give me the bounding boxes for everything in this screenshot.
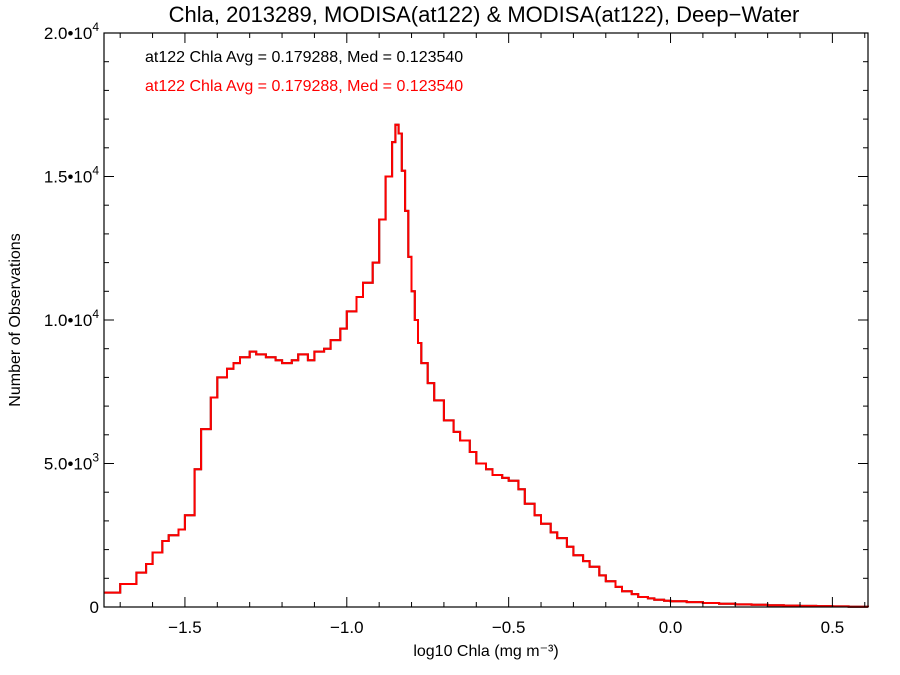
x-tick-label: −1.5	[168, 618, 202, 637]
x-ticks: −1.5 −1.0 −0.5 0.0 0.5	[119, 33, 866, 637]
series-line-0	[104, 123, 869, 608]
y-tick-label: 1.5•104	[44, 164, 100, 187]
plot-series	[104, 123, 869, 608]
y-ticks: 0 5.0•103 1.0•104 1.5•104 2.0•104	[44, 20, 868, 617]
annotation-red: at122 Chla Avg = 0.179288, Med = 0.12354…	[145, 78, 463, 95]
x-tick-label: 0.5	[821, 618, 845, 637]
chart-title: Chla, 2013289, MODISA(at122) & MODISA(at…	[169, 2, 800, 27]
x-tick-label: −1.0	[330, 618, 364, 637]
y-tick-label: 1.0•104	[44, 307, 100, 330]
plot-frame	[103, 32, 869, 608]
y-tick-label: 5.0•103	[44, 451, 100, 474]
y-axis-label: Number of Observations	[7, 233, 24, 406]
x-axis-label: log10 Chla (mg m⁻³)	[413, 643, 558, 660]
x-tick-label: 0.0	[659, 618, 683, 637]
y-tick-label: 2.0•104	[44, 20, 100, 43]
x-tick-label: −0.5	[492, 618, 526, 637]
annotation-black: at122 Chla Avg = 0.179288, Med = 0.12354…	[145, 49, 463, 66]
series-line-1	[104, 123, 869, 608]
y-tick-label: 0	[90, 598, 99, 617]
